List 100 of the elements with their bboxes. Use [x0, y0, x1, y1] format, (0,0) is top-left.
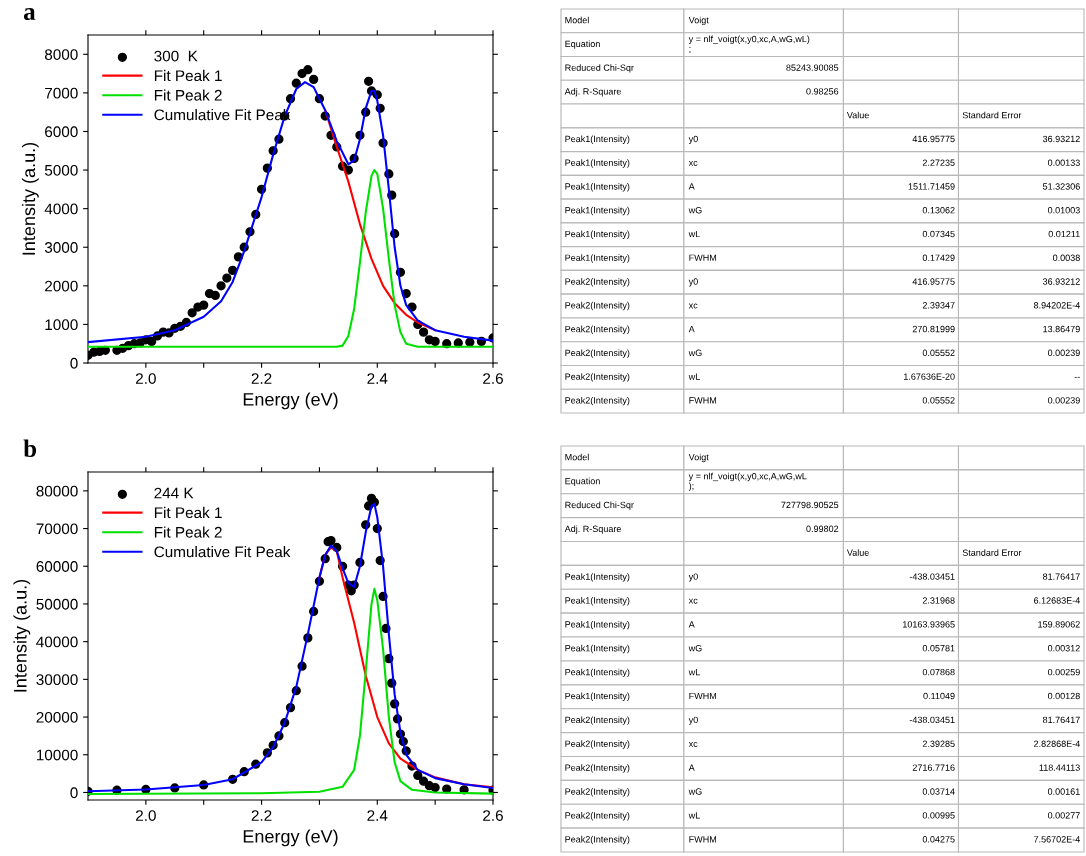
text: 2.27235 — [922, 159, 955, 166]
text: Peak1(Intensity) — [565, 644, 630, 654]
text: Peak1(Intensity) — [565, 692, 630, 701]
y-tick-label: 0 — [70, 787, 78, 799]
text: Peak1(Intensity) — [565, 183, 630, 192]
legend-label: Fit Peak 2 — [154, 89, 222, 101]
text: 0.98256 — [806, 88, 839, 95]
text: A — [688, 621, 695, 628]
text: A — [688, 764, 695, 771]
x-tick-label: 2.6 — [483, 810, 503, 821]
text: FWHM — [689, 254, 717, 261]
y-axis-title: Intensity (a.u.) — [21, 142, 39, 255]
text: Peak1(Intensity) — [565, 620, 630, 630]
text: Peak2(Intensity) — [565, 373, 630, 382]
text: 51.32306 — [1042, 183, 1080, 190]
text: Standard Error — [962, 111, 1022, 119]
text: 2.82868E-4 — [1034, 740, 1080, 747]
text: 2.31968 — [922, 597, 955, 604]
x-axis-title: Energy (eV) — [243, 829, 338, 847]
legend-label: Cumulative Fit Peak — [154, 546, 291, 558]
y-tick-label: 6000 — [45, 126, 78, 138]
text: 7.56702E-4 — [1034, 836, 1080, 843]
y-tick-label: 5000 — [44, 164, 78, 176]
text: Peak2(Intensity) — [565, 301, 630, 311]
x-tick-label: 2.0 — [136, 810, 156, 821]
x-tick-label: 2.2 — [251, 810, 272, 821]
text: Peak1(Intensity) — [565, 159, 630, 168]
text: 36.93212 — [1042, 278, 1080, 285]
text: xc — [688, 742, 698, 747]
y-tick-label: 20000 — [36, 711, 78, 723]
legend-label: Fit Peak 2 — [154, 526, 222, 538]
y-tick-label: 0 — [70, 357, 78, 369]
text: Peak2(Intensity) — [565, 788, 630, 797]
text: Peak2(Intensity) — [565, 325, 630, 335]
text: wL — [688, 812, 700, 819]
text: y = nlf_voigt(x,y0,xc,A,wG,wL ); — [688, 472, 807, 491]
text: 0.00239 — [1047, 397, 1080, 404]
text: 0.00259 — [1047, 668, 1080, 676]
text: 0.03714 — [922, 788, 955, 795]
text: Peak1(Intensity) — [565, 597, 630, 606]
text: Peak2(Intensity) — [565, 835, 630, 845]
text: 0.00277 — [1047, 812, 1080, 819]
text: A — [688, 183, 695, 190]
text: Peak2(Intensity) — [565, 811, 630, 821]
x-tick-label: 2.0 — [136, 373, 156, 384]
text: A — [688, 325, 695, 333]
text: Peak1(Intensity) — [565, 230, 630, 239]
text: 1511.71459 — [908, 183, 955, 190]
text: Equation — [565, 477, 600, 487]
x-tick-label: 2.4 — [367, 373, 388, 384]
text: xc — [688, 160, 698, 166]
text: 727798.90525 — [781, 501, 839, 509]
text: wG — [688, 788, 702, 795]
text: Standard Error — [962, 549, 1022, 556]
text: Peak1(Intensity) — [565, 573, 630, 582]
text: 0.00239 — [1047, 349, 1080, 357]
text: 0.0038 — [1052, 254, 1080, 261]
text: Peak2(Intensity) — [565, 764, 630, 773]
y-tick-label: 1000 — [45, 319, 78, 331]
text: y0 — [688, 135, 698, 144]
text: 0.07868 — [922, 668, 955, 676]
y-tick-label: 10000 — [36, 749, 78, 761]
text: 0.13062 — [922, 207, 955, 214]
x-tick-label: 2.6 — [483, 373, 503, 384]
text: 0.05781 — [922, 645, 955, 652]
text: 0.05552 — [922, 397, 955, 404]
text: FWHM — [689, 397, 717, 404]
y-tick-label: 2000 — [45, 280, 78, 292]
text: 2.39285 — [922, 740, 955, 747]
text: 0.00133 — [1047, 159, 1080, 166]
text: Peak2(Intensity) — [565, 396, 630, 406]
text: 0.01211 — [1048, 230, 1080, 238]
text: Peak1(Intensity) — [565, 668, 630, 678]
legend-label: 300 K — [154, 50, 198, 62]
text: 8.94202E-4 — [1033, 302, 1080, 309]
text: Adj. R-Square — [564, 87, 621, 97]
text: 118.44113 — [1039, 764, 1080, 771]
text: y = nlf_voigt(x,y0,xc,A,wG,wL) ; — [688, 35, 810, 53]
text: Peak2(Intensity) — [565, 278, 630, 287]
text: wG — [688, 645, 702, 652]
text: 0.07345 — [922, 230, 955, 238]
text: 0.00995 — [922, 812, 955, 819]
text: Voigt — [688, 453, 709, 463]
text: 159.89062 — [1038, 621, 1080, 628]
chart-title: a — [24, 8, 36, 21]
text: Value — [846, 549, 869, 556]
y-tick-label: 80000 — [36, 485, 78, 497]
text: xc — [688, 598, 698, 604]
text: 10163.93965 — [903, 621, 955, 628]
y-tick-label: 60000 — [36, 561, 78, 572]
text: 0.17429 — [922, 254, 955, 261]
text: 0.99802 — [806, 525, 839, 533]
text: 270.81999 — [912, 325, 955, 333]
y-tick-label: 30000 — [36, 674, 78, 686]
text: 13.86479 — [1043, 325, 1080, 333]
text: 6.12683E-4 — [1034, 597, 1080, 604]
text: 0.00161 — [1047, 788, 1080, 795]
text: FWHM — [689, 836, 717, 843]
legend-label: Fit Peak 1 — [154, 69, 222, 82]
text: Peak2(Intensity) — [565, 740, 630, 749]
